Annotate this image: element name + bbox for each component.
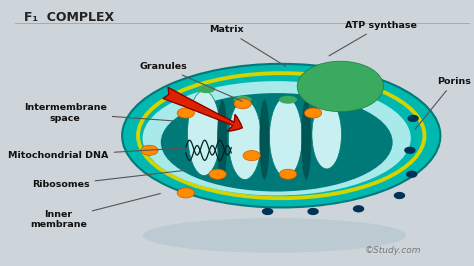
Text: Matrix: Matrix: [210, 26, 286, 66]
Text: F₁  COMPLEX: F₁ COMPLEX: [24, 11, 115, 24]
Ellipse shape: [188, 90, 220, 176]
Ellipse shape: [259, 100, 269, 180]
Circle shape: [280, 169, 297, 179]
Ellipse shape: [279, 96, 297, 104]
Text: ATP synthase: ATP synthase: [329, 21, 417, 56]
Circle shape: [394, 193, 404, 198]
Circle shape: [177, 188, 194, 198]
Ellipse shape: [161, 93, 392, 192]
Ellipse shape: [269, 97, 302, 177]
Text: ©Study.com: ©Study.com: [365, 246, 421, 255]
Circle shape: [177, 108, 194, 118]
Ellipse shape: [234, 96, 252, 104]
Circle shape: [209, 169, 226, 179]
Circle shape: [234, 99, 251, 109]
Text: Porins: Porins: [415, 77, 471, 130]
Circle shape: [408, 115, 418, 121]
Ellipse shape: [312, 100, 341, 169]
Ellipse shape: [143, 218, 406, 253]
Ellipse shape: [197, 85, 215, 93]
Circle shape: [304, 108, 322, 118]
Text: Ribosomes: Ribosomes: [32, 171, 183, 189]
Text: Granules: Granules: [139, 62, 242, 101]
Ellipse shape: [143, 81, 411, 196]
Ellipse shape: [122, 64, 440, 207]
Text: Inner
membrane: Inner membrane: [30, 194, 160, 229]
Ellipse shape: [301, 100, 311, 180]
Circle shape: [141, 145, 158, 155]
Ellipse shape: [320, 94, 338, 102]
Circle shape: [243, 151, 260, 161]
Ellipse shape: [217, 100, 227, 180]
Circle shape: [308, 209, 318, 214]
Circle shape: [354, 206, 364, 212]
Circle shape: [263, 209, 273, 214]
Circle shape: [405, 147, 415, 153]
Text: Intermembrane
space: Intermembrane space: [24, 103, 173, 123]
Text: Mitochondrial DNA: Mitochondrial DNA: [8, 148, 188, 160]
Ellipse shape: [297, 61, 383, 112]
Ellipse shape: [228, 100, 261, 180]
Circle shape: [407, 171, 417, 177]
